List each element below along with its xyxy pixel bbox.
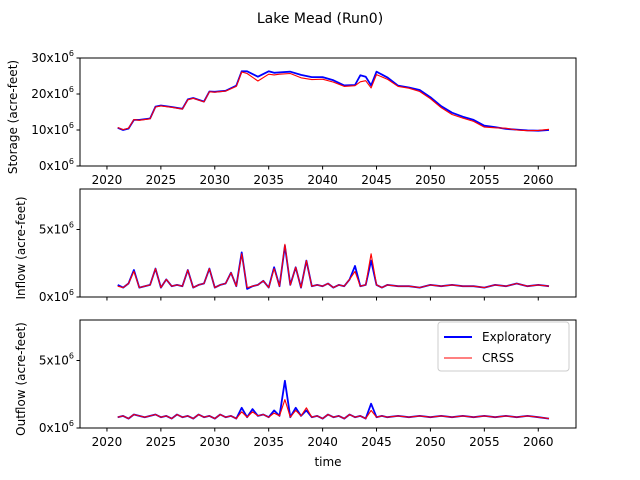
x-tick-label-outflow: 2045 [361,435,392,449]
series-line-crss-inflow [117,243,550,289]
y-tick-label-outflow: 5x106 [39,352,74,368]
x-tick-label-storage: 2060 [523,173,554,187]
x-tick-label-outflow: 2060 [523,435,554,449]
y-tick-label-inflow: 5x106 [39,221,74,237]
series-line-crss-outflow [117,399,550,420]
legend-label-exploratory: Exploratory [482,330,551,344]
y-axis-label-outflow: Outflow (acre-feet) [14,322,28,436]
y-tick-label-storage: 30x106 [31,49,74,65]
y-tick-label-storage: 10x106 [31,121,74,137]
y-axis-label-storage: Storage (acre-feet) [6,60,20,174]
x-tick-label-storage: 2050 [415,173,446,187]
x-tick-label-storage: 2020 [92,173,123,187]
series-line-crss-storage [117,71,550,132]
panel-outflow: 2020 2025 2030 2035 2040 2045 2050 2055 2060 0x10… [14,319,577,449]
x-tick-label-storage: 2025 [146,173,177,187]
x-tick-label-storage: 2040 [307,173,338,187]
x-tick-label-storage: 2030 [200,173,231,187]
x-tick-label-storage: 2055 [469,173,500,187]
series-line-exploratory-outflow [117,379,550,420]
x-tick-label-outflow: 2020 [92,435,123,449]
legend-box [437,321,570,372]
x-tick-label-outflow: 2030 [200,435,231,449]
x-tick-label-outflow: 2025 [146,435,177,449]
x-tick-label-storage: 2045 [361,173,392,187]
panel-inflow: 0x106 5x106 Inflow (acre-feet) [14,188,577,304]
x-axis-label: time [314,455,341,469]
x-tick-label-outflow: 2055 [469,435,500,449]
y-tick-label-outflow: 0x106 [39,419,74,435]
axes-frame-outflow [79,319,577,429]
x-tick-label-storage: 2035 [253,173,284,187]
figure-title: Lake Mead (Run0) [257,11,383,27]
y-tick-label-storage: 20x106 [31,85,74,101]
axes-frame-storage [79,57,577,167]
y-tick-label-storage: 0x106 [39,157,74,173]
series-line-exploratory-storage [117,70,550,132]
legend: Exploratory CRSS [437,321,570,372]
legend-label-crss: CRSS [482,351,514,365]
x-tick-label-outflow: 2040 [307,435,338,449]
series-line-exploratory-inflow [117,244,550,290]
panel-storage: 2020 2025 2030 2035 2040 2045 2050 2055 2060 0x10… [6,49,577,187]
y-axis-label-inflow: Inflow (acre-feet) [14,196,28,299]
y-tick-label-inflow: 0x106 [39,288,74,304]
axes-frame-inflow [79,188,577,298]
x-tick-label-outflow: 2050 [415,435,446,449]
x-tick-label-outflow: 2035 [253,435,284,449]
